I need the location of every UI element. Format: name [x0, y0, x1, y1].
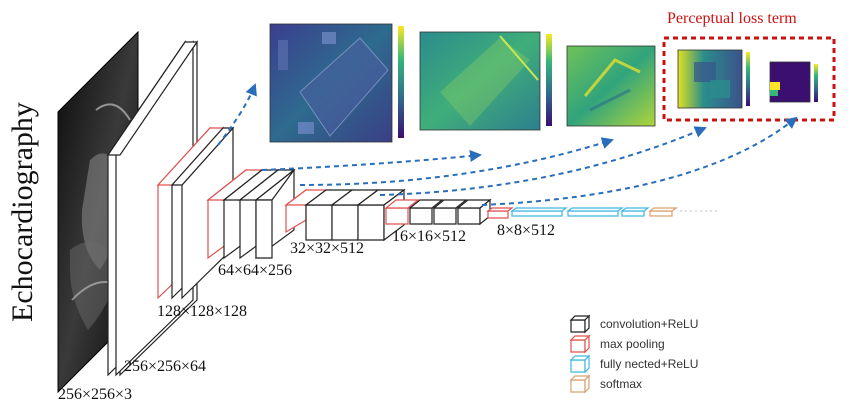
feature-map-3 [566, 45, 656, 127]
perceptual-loss-label: Perceptual loss term [667, 10, 797, 27]
feature-arrows [217, 83, 798, 206]
legend-pool: max pooling [570, 334, 665, 354]
dim-label-block5: 16×16×512 [392, 228, 467, 245]
dim-label-input: 256×256×3 [58, 386, 133, 403]
dim-label-block2: 128×128×128 [157, 303, 248, 320]
legend-conv: convolution+ReLU [570, 314, 698, 334]
dim-label-block1: 256×256×64 [124, 358, 207, 375]
conv-block-5 [384, 198, 492, 226]
legend-softmax-label: softmax [600, 377, 643, 391]
legend-softmax: softmax [570, 374, 642, 394]
dim-label-block4: 32×32×512 [290, 240, 365, 257]
dim-label-fc: 8×8×512 [497, 222, 556, 239]
conv-block-4 [284, 188, 406, 242]
perceptual-loss-box [662, 36, 836, 122]
dim-label-block3: 64×64×256 [218, 262, 293, 279]
legend-fc: fully nected+ReLU [570, 354, 698, 374]
input-modality-label: Echocardiography [6, 102, 39, 322]
conv-block-3 [206, 168, 296, 260]
legend-fc-label: fully nected+ReLU [600, 357, 699, 371]
feature-map-1 [269, 23, 404, 143]
feature-map-2 [419, 31, 552, 131]
legend-conv-label: convolution+ReLU [600, 317, 699, 331]
fc-layers [486, 207, 720, 219]
legend-pool-label: max pooling [600, 337, 665, 351]
legend-swatches [569, 314, 591, 394]
